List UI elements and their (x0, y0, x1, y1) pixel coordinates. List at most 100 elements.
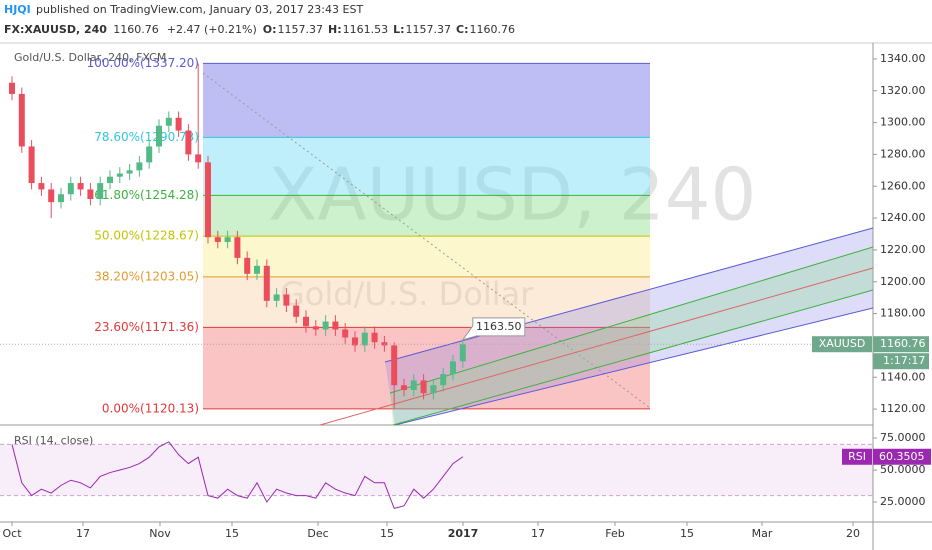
pitchfork-line (394, 307, 874, 426)
candle-body (146, 146, 153, 163)
candle-body (332, 321, 339, 330)
rsi-tick-label: 50.0000 (880, 463, 926, 476)
fib-zone (203, 236, 650, 277)
published: published on TradingView.com, January 03… (36, 3, 363, 16)
chart-title: Gold/U.S. Dollar, 240, FXCM (14, 51, 166, 64)
rsi-title: RSI (14, close) (14, 434, 93, 447)
candle-body (440, 374, 447, 386)
candle-body (107, 176, 113, 184)
x-tick-label: Mar (752, 527, 773, 540)
fib-zone (203, 63, 650, 138)
candle-body (156, 125, 162, 147)
candle-body (165, 117, 172, 126)
pitchfork-inner (390, 247, 873, 425)
candle-body (273, 294, 280, 301)
fib-label: 61.80%(1254.28) (94, 188, 199, 202)
callout-label: 1163.50 (476, 320, 522, 333)
rsi-tick-label: 25.0000 (880, 495, 926, 508)
rsi-value-tag (873, 448, 931, 465)
candle-body (371, 332, 378, 343)
x-tick-label: Nov (149, 527, 171, 540)
rsi-name-tag (842, 448, 872, 465)
ohlc-value: 1157.37 (277, 23, 323, 36)
candle-body (342, 329, 349, 338)
x-tick-label: Oct (2, 527, 22, 540)
x-tick-label: 2017 (448, 527, 479, 540)
x-tick-label: 15 (380, 527, 394, 540)
candle-body (9, 82, 15, 94)
candle-body (205, 162, 211, 238)
countdown-label: 1:17:17 (883, 354, 925, 367)
candle-body (224, 237, 231, 242)
pitchfork-line (392, 289, 874, 426)
fib-label: 50.00%(1228.67) (94, 229, 199, 243)
ohlc-key: O: (263, 23, 277, 36)
candle-body (195, 154, 202, 163)
rsi-line (11, 441, 464, 509)
candle-body (185, 130, 192, 155)
candle-body (263, 265, 270, 301)
fib-label: 38.20%(1203.05) (94, 269, 199, 283)
ohlc-key: H: (328, 23, 342, 36)
candle-body (459, 344, 466, 362)
candle-body (303, 316, 309, 327)
candle-body (450, 361, 456, 375)
candle-body (77, 183, 84, 190)
y-tick-label: 1220.00 (880, 243, 926, 256)
candle-body (244, 257, 251, 274)
candle-body (126, 170, 133, 174)
candle-body (18, 93, 25, 147)
fib-label: 100.00%(1337.20) (87, 56, 199, 70)
watermark-sub: Gold/U.S. Dollar (280, 275, 534, 313)
candle-body (97, 183, 104, 199)
candle-body (430, 385, 437, 394)
y-tick-label: 1180.00 (880, 307, 926, 320)
candle-body (391, 345, 398, 386)
author: HJQI (4, 3, 31, 16)
price-tag-label: 1160.76 (880, 337, 926, 350)
candle-body (38, 183, 45, 190)
pitchfork (319, 227, 874, 426)
rsi-name: RSI (848, 450, 866, 463)
watermark: XAUUSD, 240 (268, 153, 756, 237)
x-tick-label: 15 (680, 527, 694, 540)
fib-label: 78.60%(1290.73) (94, 130, 199, 144)
candle-body (116, 173, 123, 177)
pitchfork-outer (385, 228, 873, 425)
pitchfork-median (319, 267, 874, 426)
ohlc-key: C: (456, 23, 468, 36)
fib-zone (203, 137, 650, 196)
y-tick-label: 1340.00 (880, 52, 926, 65)
x-tick-label: 17 (531, 527, 545, 540)
candle-body (410, 380, 417, 390)
x-tick-label: 15 (225, 527, 239, 540)
fib-zone (203, 195, 650, 237)
candle-body (283, 294, 290, 306)
ohlc-value: 1161.53 (343, 23, 389, 36)
candle-body (234, 237, 241, 258)
candle-body (136, 162, 143, 171)
fib-label: 0.00%(1120.13) (102, 401, 199, 415)
rsi-tick-label: 75.0000 (880, 431, 926, 444)
fib-label: 23.60%(1171.36) (94, 320, 199, 334)
pitchfork-line (384, 227, 874, 363)
x-tick-label: Feb (605, 527, 624, 540)
ohlc-value: 1160.76 (470, 23, 516, 36)
symbol-tag-label: XAUUSD (819, 337, 866, 350)
last-price: 1160.76 (113, 23, 159, 36)
candle-body (28, 146, 35, 184)
ohlc-key: L: (393, 23, 404, 36)
candle-body (352, 337, 358, 346)
fib-zone (203, 276, 650, 328)
x-tick-label: 20 (846, 527, 860, 540)
candle-body (48, 189, 55, 203)
fib-zone (203, 327, 650, 409)
ohlc-value: 1157.37 (406, 23, 452, 36)
price-tag (873, 336, 929, 353)
y-tick-label: 1280.00 (880, 147, 926, 160)
rsi-band (0, 444, 873, 496)
symbol: FX:XAUUSD, 240 (4, 23, 107, 36)
y-tick-label: 1120.00 (880, 402, 926, 415)
